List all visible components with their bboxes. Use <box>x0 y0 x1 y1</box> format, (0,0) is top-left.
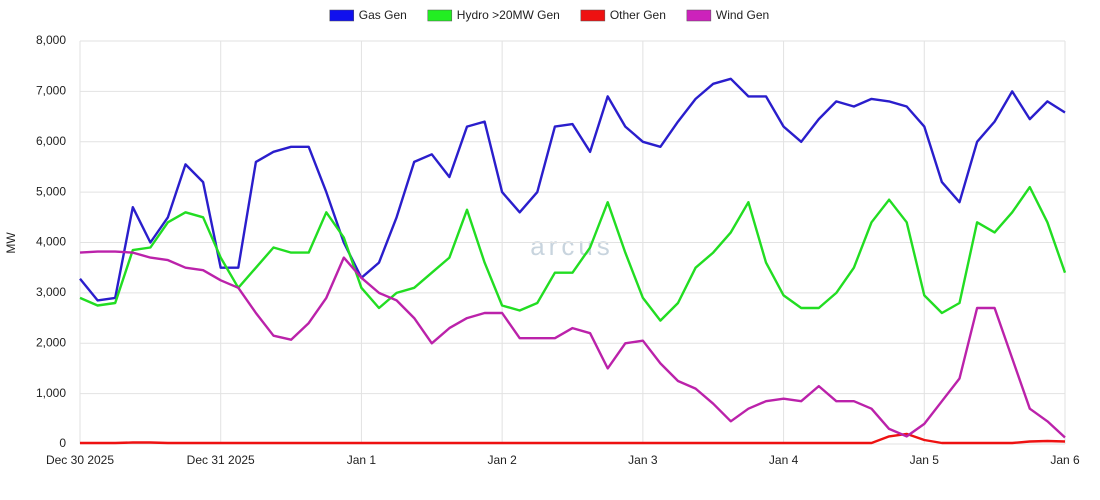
y-tick-label: 5,000 <box>36 184 66 198</box>
x-tick-label: Jan 5 <box>910 453 940 467</box>
legend-label: Wind Gen <box>716 8 769 22</box>
y-tick-label: 0 <box>59 436 66 450</box>
legend-label: Gas Gen <box>359 8 407 22</box>
x-tick-label: Jan 2 <box>487 453 517 467</box>
legend-label: Hydro >20MW Gen <box>457 8 560 22</box>
x-tick-label: Jan 1 <box>347 453 377 467</box>
y-tick-label: 6,000 <box>36 134 66 148</box>
y-axis-label: MW <box>4 232 18 254</box>
y-tick-label: 2,000 <box>36 335 66 349</box>
y-tick-label: 4,000 <box>36 235 66 249</box>
x-tick-label: Jan 6 <box>1050 453 1080 467</box>
x-tick-label: Dec 30 2025 <box>46 453 114 467</box>
legend-label: Other Gen <box>610 8 666 22</box>
legend-swatch <box>686 9 712 22</box>
x-tick-label: Jan 4 <box>769 453 799 467</box>
y-tick-label: 7,000 <box>36 84 66 98</box>
y-tick-label: 3,000 <box>36 285 66 299</box>
series-line <box>79 250 1066 439</box>
x-tick-label: Dec 31 2025 <box>187 453 255 467</box>
x-tick-label: Jan 3 <box>628 453 658 467</box>
legend-swatch <box>427 9 453 22</box>
legend-swatch <box>580 9 606 22</box>
watermark: arcus <box>530 231 614 261</box>
series-line <box>79 77 1066 302</box>
y-tick-label: 8,000 <box>36 33 66 47</box>
series-line <box>79 185 1067 322</box>
y-tick-label: 1,000 <box>36 386 66 400</box>
series-line <box>80 432 1066 445</box>
legend-swatch <box>329 9 355 22</box>
